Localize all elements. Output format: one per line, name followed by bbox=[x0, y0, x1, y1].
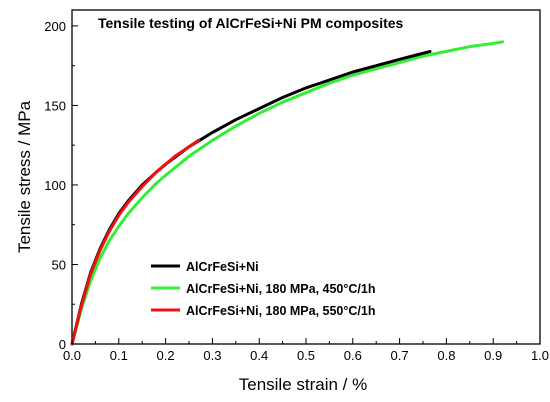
chart-title: Tensile testing of AlCrFeSi+Ni PM compos… bbox=[98, 15, 404, 31]
y-tick-label: 50 bbox=[52, 257, 66, 272]
x-axis-ticks: 0.0 0.1 0.2 0.3 0.4 0.5 0.6 0.7 0.8 0.9 1.0 bbox=[63, 338, 549, 363]
x-tick-label: 0.9 bbox=[484, 348, 502, 363]
x-tick-label: 0.2 bbox=[157, 348, 175, 363]
x-tick-label: 0.5 bbox=[297, 348, 315, 363]
legend: AlCrFeSi+Ni AlCrFeSi+Ni, 180 MPa, 450°C/… bbox=[151, 260, 375, 318]
x-axis-title: Tensile strain / % bbox=[239, 375, 368, 394]
series-line-3 bbox=[70, 138, 200, 346]
legend-label-series-3: AlCrFeSi+Ni, 180 MPa, 550°C/1h bbox=[186, 304, 375, 318]
x-tick-label: 0.4 bbox=[250, 348, 268, 363]
x-tick-label: 0.3 bbox=[203, 348, 221, 363]
x-tick-label: 0.0 bbox=[63, 348, 81, 363]
y-tick-label: 200 bbox=[44, 19, 66, 34]
y-tick-label: 0 bbox=[59, 337, 66, 352]
legend-label-series-2: AlCrFeSi+Ni, 180 MPa, 450°C/1h bbox=[186, 282, 375, 296]
x-tick-label: 0.1 bbox=[110, 348, 128, 363]
y-axis-title: Tensile stress / MPa bbox=[15, 100, 34, 253]
y-tick-label: 100 bbox=[44, 178, 66, 193]
y-tick-label: 150 bbox=[44, 98, 66, 113]
series-line-2 bbox=[70, 40, 505, 346]
x-tick-label: 1.0 bbox=[531, 348, 549, 363]
y-axis-ticks: 0 50 100 150 200 bbox=[44, 19, 78, 352]
series-line-1 bbox=[70, 49, 432, 346]
x-tick-label: 0.8 bbox=[437, 348, 455, 363]
x-tick-label: 0.6 bbox=[344, 348, 362, 363]
series-lines bbox=[70, 40, 505, 346]
x-tick-label: 0.7 bbox=[391, 348, 409, 363]
legend-label-series-1: AlCrFeSi+Ni bbox=[186, 260, 259, 274]
